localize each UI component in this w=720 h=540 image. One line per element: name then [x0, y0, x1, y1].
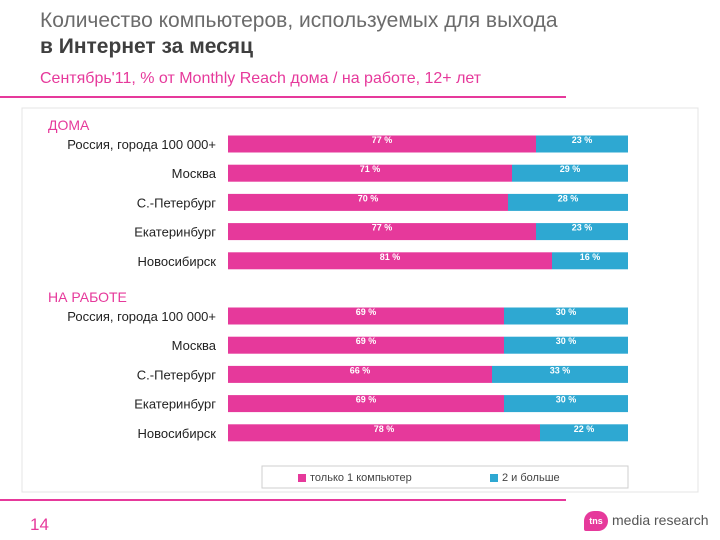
data-label-two-plus: 30 % [556, 307, 577, 317]
data-label-one-computer: 69 % [356, 336, 377, 346]
data-label-two-plus: 22 % [574, 424, 595, 434]
group-label-0: ДОМА [48, 117, 90, 133]
bar-segment-two-plus [536, 135, 628, 153]
logo-mark: tns [584, 511, 608, 531]
footer-divider [0, 499, 566, 501]
title-line-1: Количество компьютеров, используемых для… [40, 9, 558, 32]
title-line-2: в Интернет за месяц [40, 35, 253, 58]
data-label-two-plus: 16 % [580, 252, 601, 262]
bar-segment-one-computer [228, 164, 512, 182]
slide-title: Количество компьютеров, используемых для… [40, 8, 700, 60]
bar-segment-two-plus [552, 252, 628, 270]
chart-frame [21, 107, 699, 493]
bar-segment-two-plus [540, 424, 628, 442]
bar-segment-two-plus [508, 193, 628, 211]
data-label-one-computer: 66 % [350, 365, 371, 375]
category-label: Екатеринбург [134, 225, 216, 240]
data-label-one-computer: 70 % [358, 193, 379, 203]
category-label: С.-Петербург [137, 367, 216, 382]
title-divider [0, 96, 566, 98]
data-label-two-plus: 23 % [572, 135, 593, 145]
data-label-two-plus: 23 % [572, 223, 593, 233]
stacked-bar-chart: ДОМА Россия, города 100 000+ 77 % 23 % Москв… [21, 107, 699, 493]
logo-text: media research [612, 512, 709, 528]
slide-subtitle: Сентябрь'11, % от Monthly Reach дома / н… [40, 70, 482, 87]
bar-segment-two-plus [492, 365, 628, 383]
data-label-one-computer: 71 % [360, 164, 381, 174]
data-label-one-computer: 69 % [356, 307, 377, 317]
data-label-two-plus: 30 % [556, 395, 577, 405]
bar-segment-one-computer [228, 135, 536, 153]
data-label-two-plus: 33 % [550, 365, 571, 375]
legend-swatch-one-computer [298, 474, 306, 482]
bar-segment-two-plus [504, 307, 628, 325]
category-label: С.-Петербург [137, 195, 216, 210]
data-label-one-computer: 77 % [372, 223, 393, 233]
category-label: Москва [172, 338, 217, 353]
legend-label-one-computer: только 1 компьютер [310, 472, 412, 484]
data-label-two-plus: 30 % [556, 336, 577, 346]
category-label: Россия, города 100 000+ [67, 137, 216, 152]
legend-swatch-two-plus [490, 474, 498, 482]
group-label-1: НА РАБОТЕ [48, 289, 127, 305]
bar-segment-one-computer [228, 223, 536, 241]
data-label-one-computer: 81 % [380, 252, 401, 262]
bar-segment-one-computer [228, 252, 552, 270]
data-label-two-plus: 29 % [560, 164, 581, 174]
data-label-two-plus: 28 % [558, 193, 579, 203]
category-label: Новосибирск [138, 254, 217, 269]
bar-segment-two-plus [504, 336, 628, 354]
page-number: 14 [30, 515, 49, 534]
tns-logo: tns media research [584, 511, 714, 531]
data-label-one-computer: 78 % [374, 424, 395, 434]
data-label-one-computer: 69 % [356, 395, 377, 405]
category-label: Екатеринбург [134, 397, 216, 412]
category-label: Россия, города 100 000+ [67, 309, 216, 324]
bar-segment-one-computer [228, 424, 540, 442]
legend-label-two-plus: 2 и больше [502, 472, 560, 484]
bar-segment-two-plus [536, 223, 628, 241]
category-label: Москва [172, 166, 217, 181]
data-label-one-computer: 77 % [372, 135, 393, 145]
bar-segment-one-computer [228, 193, 508, 211]
bar-segment-two-plus [512, 164, 628, 182]
bar-segment-two-plus [504, 395, 628, 413]
bar-segment-one-computer [228, 307, 504, 325]
bar-segment-one-computer [228, 365, 492, 383]
legend-box [261, 465, 629, 489]
bar-segment-one-computer [228, 336, 504, 354]
bar-segment-one-computer [228, 395, 504, 413]
category-label: Новосибирск [138, 426, 217, 441]
